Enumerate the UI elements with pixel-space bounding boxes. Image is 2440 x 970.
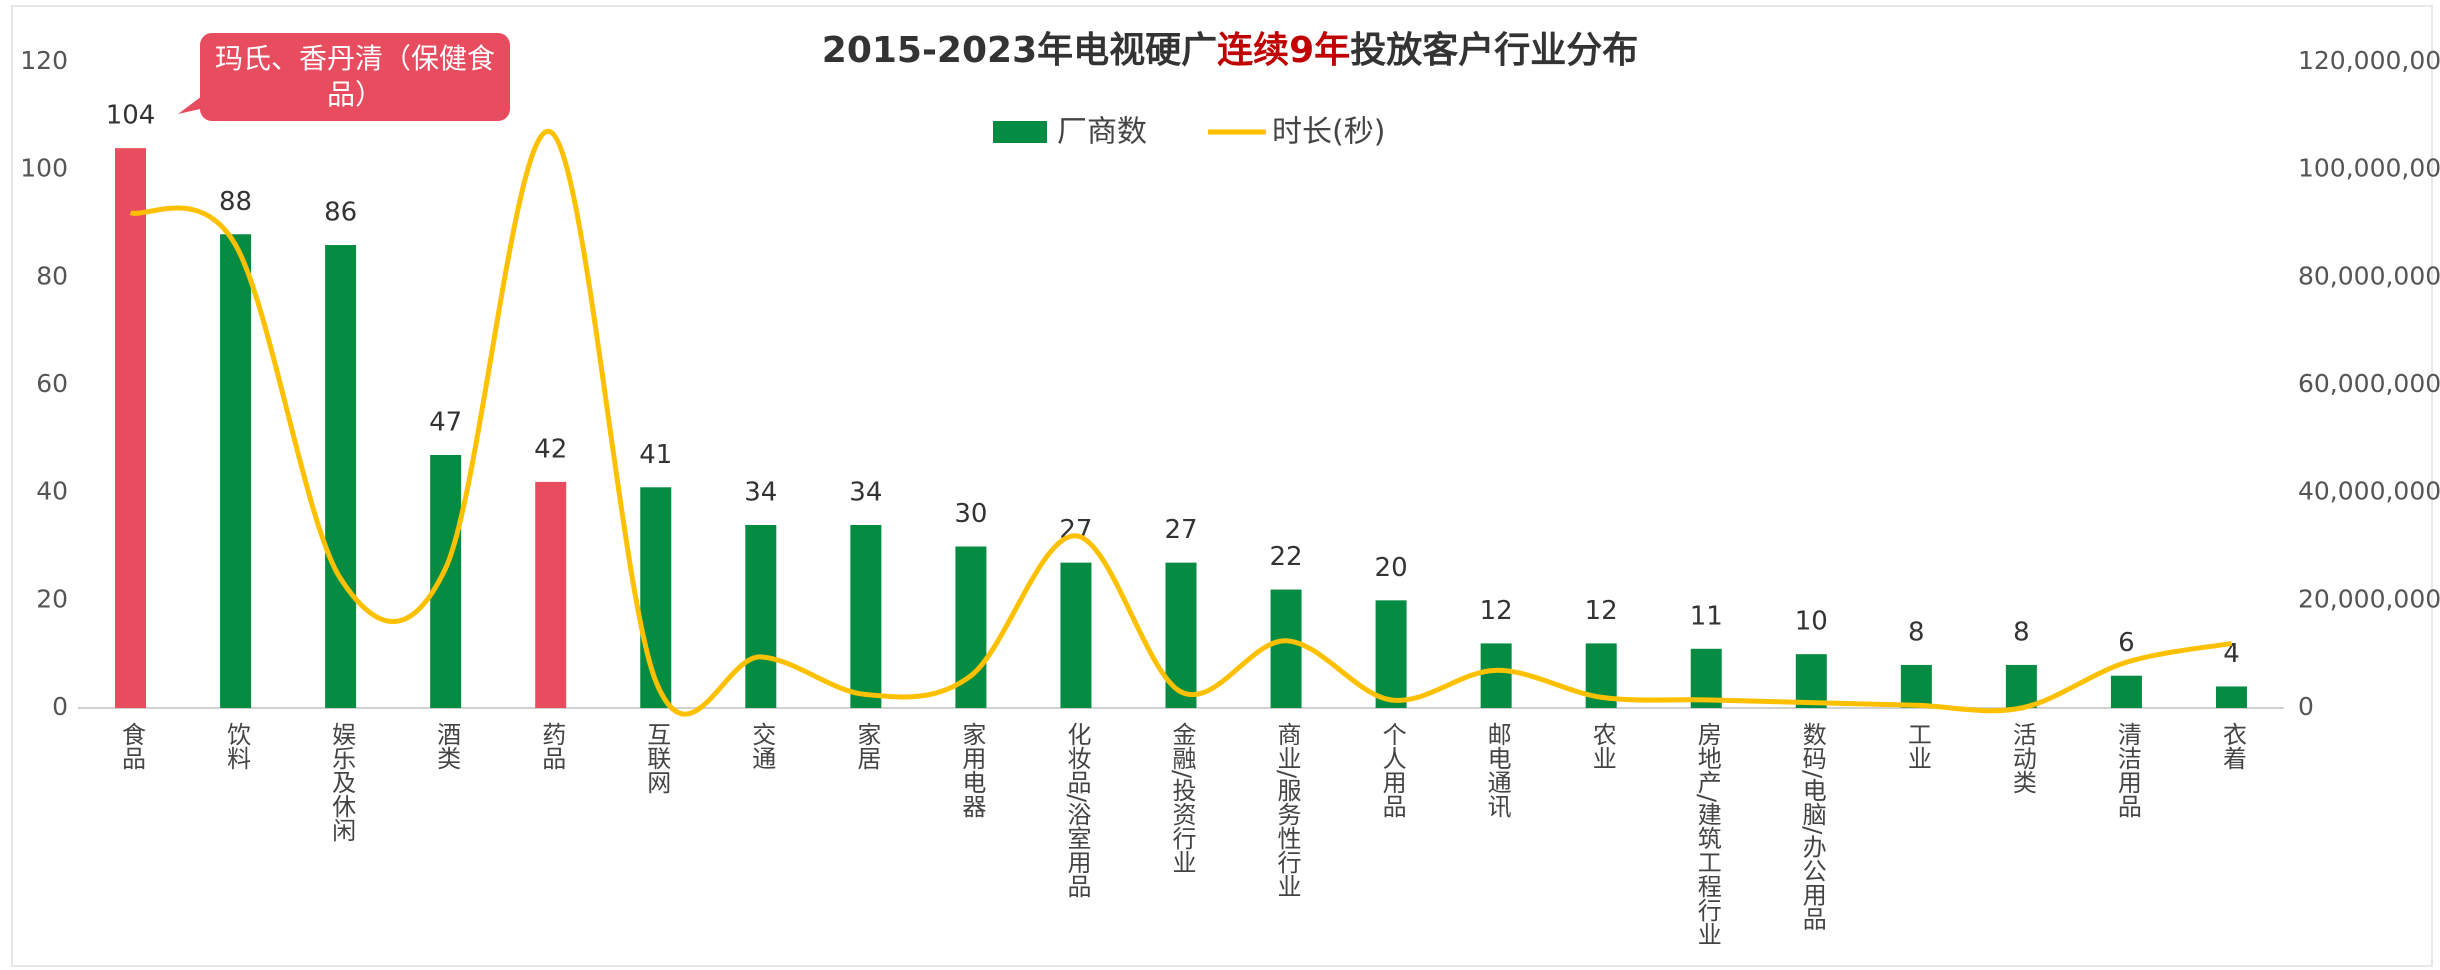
bar [1900,664,1932,708]
value-label: 12 [1585,596,1618,626]
value-label: 41 [639,440,672,470]
bar [535,481,567,708]
bar [430,454,462,708]
value-label: 86 [324,198,357,228]
y2-tick-label: 0 [2298,692,2314,721]
x-tick-label: 农业 [1588,722,1616,770]
x-tick-label: 交通 [748,722,776,770]
bar [1060,562,1092,708]
value-label: 10 [1795,607,1828,637]
legend-swatch [993,121,1047,143]
x-tick-label: 数码/电脑/办公用品 [1798,722,1826,930]
bar [2215,686,2247,708]
value-label: 6 [2118,628,2135,658]
bar [640,487,672,708]
x-tick-label: 清洁用品 [2113,722,2141,818]
x-tick-label: 酒类 [433,722,461,770]
value-label: 27 [1164,515,1197,545]
bar [850,524,882,708]
value-label: 8 [2013,617,2030,647]
value-label: 34 [849,477,882,507]
y-tick-label: 100 [20,154,68,183]
value-label: 104 [106,101,156,131]
x-tick-label: 金融/投资行业 [1168,722,1196,874]
bar [1375,600,1407,708]
x-tick-label: 娱乐及休闲 [328,722,356,842]
x-tick-label: 邮电通讯 [1483,722,1511,818]
title-part: 2015-2023年电视硬广 [822,30,1217,71]
x-tick-label: 饮料 [223,722,251,770]
value-label: 42 [534,434,567,464]
legend-label: 时长(秒) [1272,115,1385,150]
y-tick-label: 120 [20,46,68,75]
y2-tick-label: 60,000,000 [2298,369,2440,398]
x-tick-label: 药品 [538,722,566,770]
value-label: 22 [1270,542,1303,572]
y-tick-label: 0 [52,692,68,721]
x-tick-label: 化妆品/浴室用品 [1063,722,1091,898]
x-tick-label: 活动类 [2008,722,2036,794]
y2-tick-label: 20,000,000 [2298,584,2440,613]
bar [2005,664,2037,708]
line [129,129,2232,717]
legend-label: 厂商数 [1057,115,1147,150]
bar [2110,675,2142,708]
value-label: 8 [1908,617,1925,647]
chart-frame [11,5,2433,967]
bar [1795,654,1827,708]
bar [220,234,252,708]
value-label: 30 [954,499,987,529]
value-label: 20 [1375,553,1408,583]
y-tick-label: 40 [36,477,68,506]
x-tick-label: 工业 [1903,722,1931,770]
bar [1480,643,1512,708]
chart-title: 2015-2023年电视硬广连续9年投放客户行业分布 [822,30,1638,71]
x-tick-label: 食品 [118,722,146,770]
value-label: 88 [219,187,252,217]
y-tick-label: 80 [36,261,68,290]
bar [1270,589,1302,708]
y-tick-label: 60 [36,369,68,398]
value-label: 47 [429,407,462,437]
x-tick-label: 商业/服务性行业 [1273,722,1301,898]
y2-tick-label: 120,000,000 [2298,46,2440,75]
x-tick-label: 衣着 [2218,722,2246,770]
bar [325,245,357,709]
value-label: 34 [744,477,777,507]
y2-tick-label: 40,000,000 [2298,477,2440,506]
x-tick-label: 家用电器 [958,722,986,818]
bar [745,524,777,708]
x-tick-label: 房地产/建筑工程行业 [1693,722,1721,946]
bar [115,148,147,709]
y2-tick-label: 100,000,000 [2298,154,2440,183]
value-label: 12 [1480,596,1513,626]
y2-tick-label: 80,000,000 [2298,261,2440,290]
value-label: 11 [1690,601,1723,631]
title-part: 连续9年 [1217,30,1350,71]
x-tick-label: 个人用品 [1378,722,1406,818]
x-tick-label: 互联网 [643,722,671,794]
title-part: 投放客户行业分布 [1350,30,1638,71]
annotation: 玛氏、香丹清（保健食品） [200,33,510,121]
y-tick-label: 20 [36,584,68,613]
x-tick-label: 家居 [853,722,881,770]
